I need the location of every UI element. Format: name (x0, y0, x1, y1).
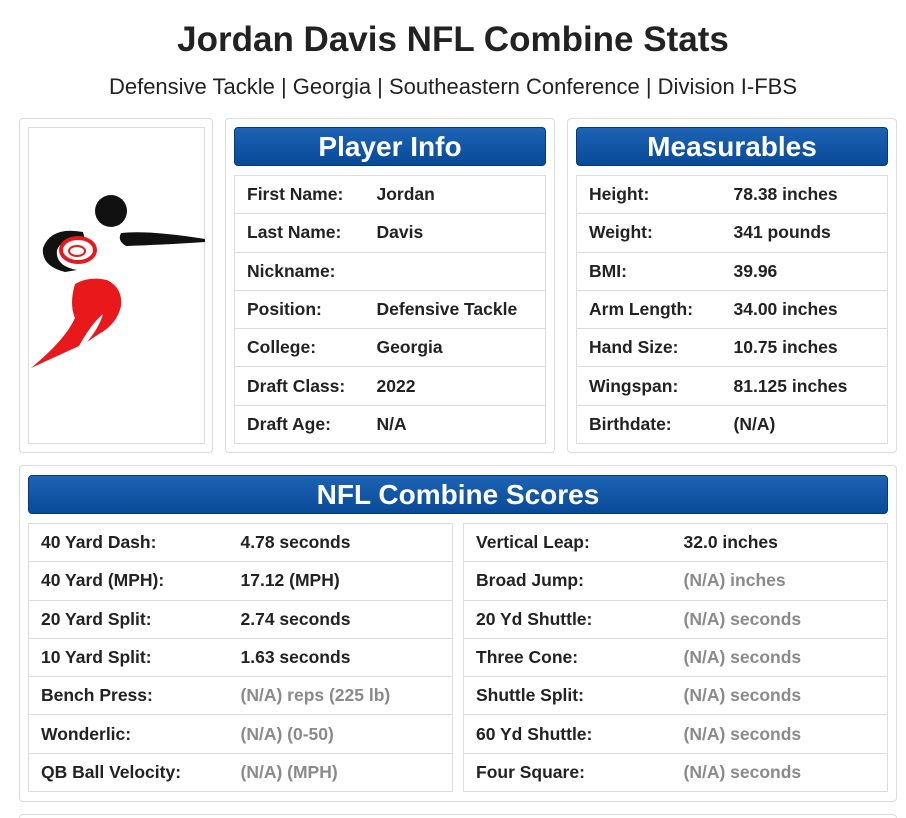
table-row: Shuttle Split: (N/A) seconds (463, 676, 888, 715)
row-value: Defensive Tackle (364, 289, 546, 329)
row-label: Position: (234, 289, 365, 329)
row-value: (N/A) (721, 404, 888, 445)
table-row: Last Name: Davis (234, 213, 546, 253)
row-value: Jordan (364, 174, 546, 214)
row-label: Last Name: (234, 213, 365, 253)
row-value: (N/A) seconds (671, 714, 888, 754)
row-label: 40 Yard (MPH): (28, 561, 229, 601)
row-value: 17.12 (MPH) (228, 561, 453, 601)
row-label: Birthdate: (576, 404, 722, 445)
table-row: Hand Size: 10.75 inches (576, 328, 888, 367)
table-row: 40 Yard Dash: 4.78 seconds (28, 522, 453, 562)
row-value: 1.63 seconds (228, 637, 453, 677)
row-value: 341 pounds (721, 213, 888, 253)
row-label: Arm Length: (576, 289, 722, 329)
row-label: Broad Jump: (463, 561, 672, 601)
player-photo-frame (28, 127, 205, 444)
table-row: 40 Yard (MPH): 17.12 (MPH) (28, 561, 453, 601)
combine-scores-heading: NFL Combine Scores (28, 475, 888, 514)
row-value: 78.38 inches (721, 174, 888, 214)
player-info-heading: Player Info (234, 127, 546, 166)
table-row: First Name: Jordan (234, 174, 546, 214)
table-row: Draft Class: 2022 (234, 366, 546, 406)
row-value: 32.0 inches (671, 522, 888, 562)
page-subtitle: Defensive Tackle | Georgia | Southeaster… (108, 74, 798, 99)
row-label: First Name: (234, 174, 365, 214)
table-row: Vertical Leap: 32.0 inches (463, 522, 888, 562)
row-label: Height: (576, 174, 722, 214)
page-title: Jordan Davis NFL Combine Stats (177, 20, 729, 59)
row-value: 4.78 seconds (228, 522, 453, 562)
row-value: 2.74 seconds (228, 599, 453, 639)
row-label: Four Square: (463, 752, 672, 793)
row-value: (N/A) seconds (671, 599, 888, 639)
player-info-table: First Name: Jordan Last Name: Davis Nickna… (234, 174, 546, 445)
row-value: (N/A) seconds (671, 752, 888, 793)
row-label: 10 Yard Split: (28, 637, 229, 677)
row-value: (N/A) (MPH) (228, 752, 453, 793)
table-row: Four Square: (N/A) seconds (463, 752, 888, 793)
row-value: 39.96 (721, 251, 888, 291)
row-value: 2022 (364, 366, 546, 406)
combine-right-table: Vertical Leap: 32.0 inches Broad Jump: (N/A… (463, 522, 888, 793)
table-row: 10 Yard Split: 1.63 seconds (28, 637, 453, 677)
table-row: BMI: 39.96 (576, 251, 888, 291)
row-label: Vertical Leap: (463, 522, 672, 562)
table-row: 60 Yd Shuttle: (N/A) seconds (463, 714, 888, 754)
row-label: 40 Yard Dash: (28, 522, 229, 562)
table-row: Three Cone: (N/A) seconds (463, 637, 888, 677)
row-label: 60 Yd Shuttle: (463, 714, 672, 754)
row-value: (N/A) reps (225 lb) (228, 676, 453, 715)
table-row: College: Georgia (234, 328, 546, 367)
table-row: Weight: 341 pounds (576, 213, 888, 253)
table-row: Broad Jump: (N/A) inches (463, 561, 888, 601)
table-row: 20 Yard Split: 2.74 seconds (28, 599, 453, 639)
football-player-icon (31, 195, 205, 368)
row-label: Bench Press: (28, 676, 229, 715)
row-label: Hand Size: (576, 328, 722, 367)
row-label: 20 Yard Split: (28, 599, 229, 639)
measurables-table: Height: 78.38 inches Weight: 341 pounds BM… (576, 174, 888, 445)
row-label: Three Cone: (463, 637, 672, 677)
row-value: (N/A) inches (671, 561, 888, 601)
row-label: BMI: (576, 251, 722, 291)
row-value: Georgia (364, 328, 546, 367)
row-value: (N/A) (0-50) (228, 714, 453, 754)
table-row: Wonderlic: (N/A) (0-50) (28, 714, 453, 754)
row-label: Draft Class: (234, 366, 365, 406)
table-row: Birthdate: (N/A) (576, 404, 888, 445)
table-row: 20 Yd Shuttle: (N/A) seconds (463, 599, 888, 639)
table-row: Nickname: (234, 251, 546, 291)
row-label: Wonderlic: (28, 714, 229, 754)
row-value: 10.75 inches (721, 328, 888, 367)
table-row: QB Ball Velocity: (N/A) (MPH) (28, 752, 453, 793)
row-label: Weight: (576, 213, 722, 253)
row-value (364, 251, 546, 291)
row-value: 81.125 inches (721, 366, 888, 406)
row-value: 34.00 inches (721, 289, 888, 329)
table-row: Wingspan: 81.125 inches (576, 366, 888, 406)
row-value: (N/A) seconds (671, 676, 888, 715)
table-row: Bench Press: (N/A) reps (225 lb) (28, 676, 453, 715)
table-row: Position: Defensive Tackle (234, 289, 546, 329)
measurables-heading: Measurables (576, 127, 888, 166)
row-label: 20 Yd Shuttle: (463, 599, 672, 639)
table-row: Height: 78.38 inches (576, 174, 888, 214)
table-row: Draft Age: N/A (234, 404, 546, 445)
row-label: College: (234, 328, 365, 367)
row-value: N/A (364, 404, 546, 445)
table-row: Arm Length: 34.00 inches (576, 289, 888, 329)
row-value: Davis (364, 213, 546, 253)
row-label: Shuttle Split: (463, 676, 672, 715)
row-label: Draft Age: (234, 404, 365, 445)
combine-left-table: 40 Yard Dash: 4.78 seconds 40 Yard (MPH): 1… (28, 522, 453, 793)
next-section-panel (19, 814, 897, 818)
row-label: Nickname: (234, 251, 365, 291)
row-label: Wingspan: (576, 366, 722, 406)
row-label: QB Ball Velocity: (28, 752, 229, 793)
row-value: (N/A) seconds (671, 637, 888, 677)
